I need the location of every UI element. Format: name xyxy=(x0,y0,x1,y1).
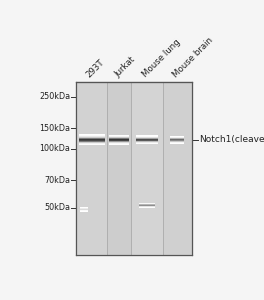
Bar xyxy=(109,139,129,140)
Bar xyxy=(79,144,105,145)
Text: Mouse brain: Mouse brain xyxy=(171,35,215,79)
Bar xyxy=(131,82,163,255)
Bar xyxy=(109,138,129,139)
Bar xyxy=(109,142,129,143)
Text: 50kDa: 50kDa xyxy=(44,203,70,212)
Bar xyxy=(79,135,105,136)
Bar xyxy=(79,143,105,144)
Bar xyxy=(79,140,105,141)
Bar xyxy=(76,82,107,255)
Bar xyxy=(79,142,105,143)
Text: 70kDa: 70kDa xyxy=(44,176,70,184)
Bar xyxy=(79,134,105,135)
Bar xyxy=(163,82,192,255)
Bar xyxy=(107,82,131,255)
Bar xyxy=(109,140,129,141)
Text: 250kDa: 250kDa xyxy=(39,92,70,101)
Bar xyxy=(109,137,129,138)
Bar xyxy=(79,137,105,138)
Bar xyxy=(79,138,105,139)
Bar xyxy=(109,141,129,142)
Text: Jurkat: Jurkat xyxy=(113,55,137,79)
Bar xyxy=(79,139,105,140)
Bar xyxy=(109,136,129,137)
Text: 293T: 293T xyxy=(85,58,106,79)
Bar xyxy=(79,136,105,137)
Text: Mouse lung: Mouse lung xyxy=(140,38,182,79)
Bar xyxy=(79,136,105,137)
Bar xyxy=(76,82,192,255)
Bar xyxy=(109,143,129,144)
Bar xyxy=(109,135,129,136)
Bar xyxy=(109,144,129,145)
Bar xyxy=(79,141,105,142)
Text: Notch1(cleaved): Notch1(cleaved) xyxy=(199,135,264,144)
Text: 150kDa: 150kDa xyxy=(39,124,70,133)
Text: 100kDa: 100kDa xyxy=(39,144,70,153)
